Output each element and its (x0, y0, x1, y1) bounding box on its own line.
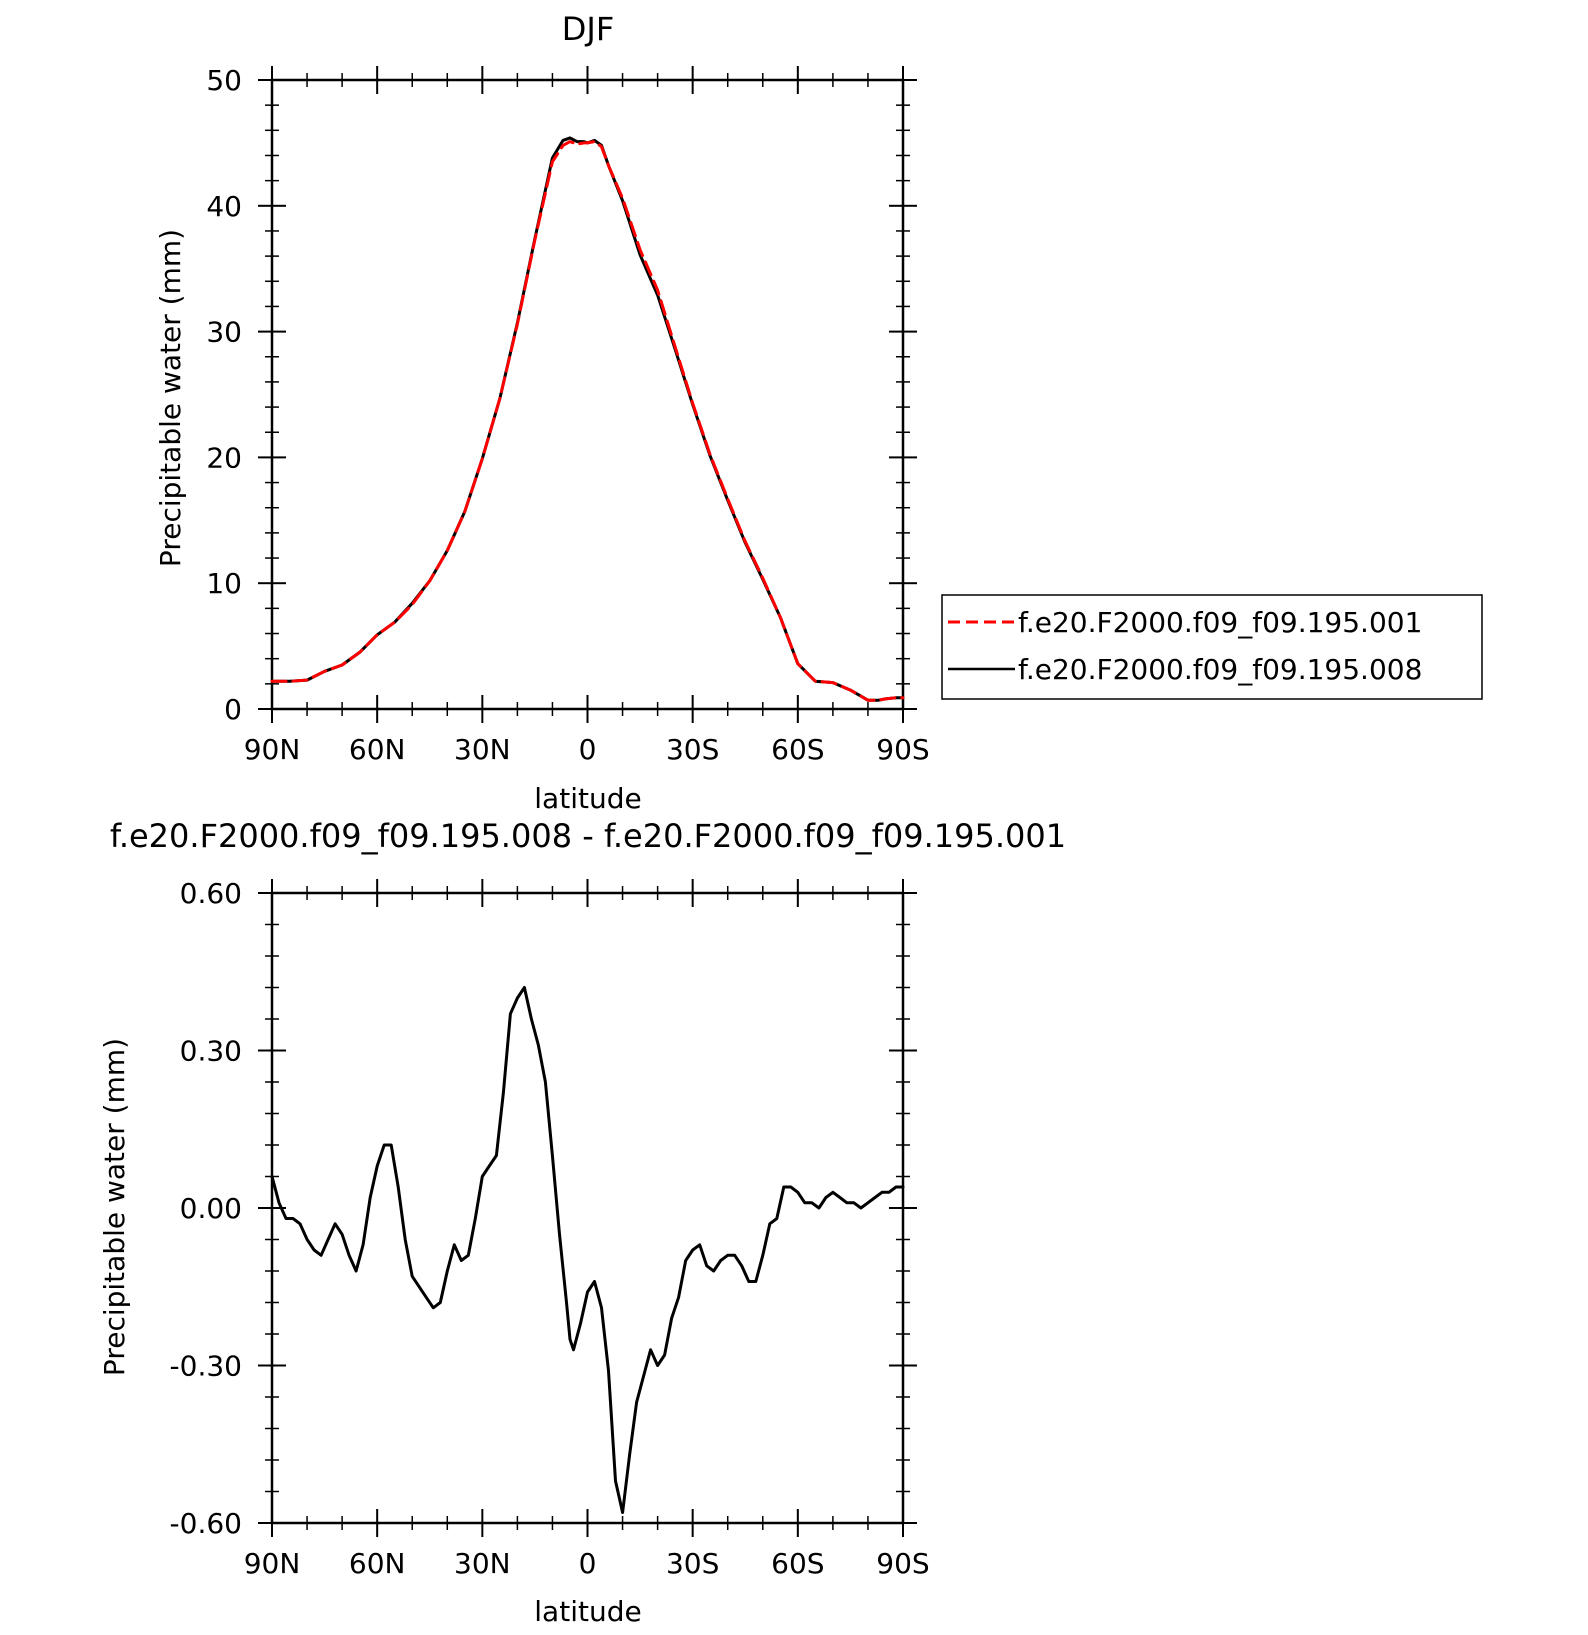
legend-label-001: f.e20.F2000.f09_f09.195.001 (1018, 606, 1422, 639)
top-series-line-0 (270, 136, 905, 702)
top-x-tick-label: 60S (771, 733, 824, 766)
bottom-chart-title: f.e20.F2000.f09_f09.195.008 - f.e20.F200… (110, 817, 1066, 855)
bottom-y-tick-label: -0.30 (170, 1350, 242, 1383)
top-y-axis-label: Precipitable water (mm) (154, 229, 187, 567)
bottom-plot-area: 90N 60N 30N 0 30S 60S 90S -0.60 -0.30 0.00 0.30 0.6… (170, 877, 930, 1580)
top-series-group (270, 136, 905, 702)
top-x-tick-label: 30N (454, 733, 511, 766)
bottom-y-tick-label: 0.60 (180, 877, 242, 910)
top-chart-title: DJF (562, 10, 614, 48)
top-x-tick-label: 30S (666, 733, 719, 766)
bottom-x-tick-label: 90S (876, 1547, 929, 1580)
top-plot-area: 90N 60N 30N 0 30S 60S 90S 0 10 20 30 40 50 (206, 64, 929, 766)
bottom-x-tick-label: 60N (349, 1547, 406, 1580)
top-y-tick-label: 40 (206, 190, 242, 223)
top-x-axis-label: latitude (534, 782, 641, 815)
top-x-tick-label: 0 (579, 733, 597, 766)
top-y-tick-label: 10 (206, 567, 242, 600)
top-x-tick-label: 90N (244, 733, 301, 766)
top-y-tick-label: 50 (206, 64, 242, 97)
bottom-panel-difference: f.e20.F2000.f09_f09.195.008 - f.e20.F200… (98, 817, 1066, 1628)
bottom-y-axis-label: Precipitable water (mm) (98, 1038, 131, 1376)
legend-box (941, 594, 1483, 700)
bottom-y-tick-label: -0.60 (170, 1507, 242, 1540)
top-y-tick-label: 30 (206, 316, 242, 349)
top-y-tick-label: 0 (224, 693, 242, 726)
bottom-x-tick-label: 30N (454, 1547, 511, 1580)
bottom-x-tick-label: 30S (666, 1547, 719, 1580)
bottom-series-line-0 (270, 986, 905, 1514)
bottom-x-tick-label: 60S (771, 1547, 824, 1580)
top-x-tick-label: 60N (349, 733, 406, 766)
top-series-line-1 (270, 140, 905, 702)
top-panel-djf: DJF 90N 60N 30N 0 30S 60S 90S 0 10 20 30 40 50 Preci… (154, 10, 930, 815)
top-x-tick-label: 90S (876, 733, 929, 766)
bottom-series-group (270, 986, 905, 1514)
bottom-x-tick-label: 0 (579, 1547, 597, 1580)
bottom-x-axis-label: latitude (534, 1595, 641, 1628)
top-y-tick-label: 20 (206, 441, 242, 474)
bottom-y-tick-label: 0.00 (180, 1192, 242, 1225)
legend-label-008: f.e20.F2000.f09_f09.195.008 (1018, 653, 1422, 686)
bottom-frame (270, 891, 905, 1525)
bottom-x-tick-label: 90N (244, 1547, 301, 1580)
legend: f.e20.F2000.f09_f09.195.001 f.e20.F2000.… (941, 594, 1483, 700)
bottom-y-tick-label: 0.30 (180, 1035, 242, 1068)
top-frame (270, 78, 905, 711)
